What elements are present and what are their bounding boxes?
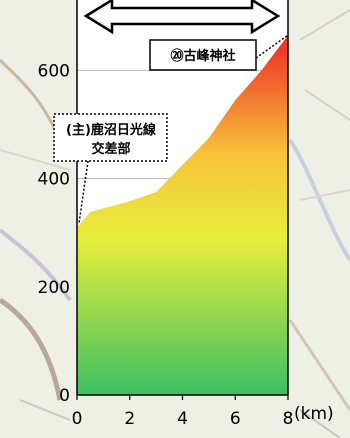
distance-arrow <box>83 0 281 35</box>
x-tick-label: 0 <box>72 409 83 429</box>
start-annotation-line2: 交差部 <box>91 141 130 157</box>
start-annotation-line1: (主)鹿沼日光線 <box>66 122 157 138</box>
start-leader-line <box>78 160 89 224</box>
x-tick-label: 4 <box>177 409 188 429</box>
end-annotation-box <box>149 39 257 71</box>
y-tick-label: 600 <box>38 61 70 81</box>
y-tick-label: 200 <box>38 278 70 298</box>
x-unit-label: (km) <box>294 404 334 424</box>
elevation-area <box>77 35 288 395</box>
end-leader-line <box>255 34 289 59</box>
y-axis: 0 200 400 600 <box>38 61 70 406</box>
start-annotation-box <box>53 113 168 162</box>
x-tick-label: 6 <box>230 409 241 429</box>
y-tick-label: 0 <box>59 386 70 406</box>
y-tick-label: 400 <box>38 170 70 190</box>
end-annotation-label: ⑳古峰神社 <box>170 48 235 64</box>
x-tick-label: 8 <box>283 409 294 429</box>
x-axis: 0 2 4 6 8 <box>72 395 294 429</box>
x-tick-label: 2 <box>124 409 135 429</box>
